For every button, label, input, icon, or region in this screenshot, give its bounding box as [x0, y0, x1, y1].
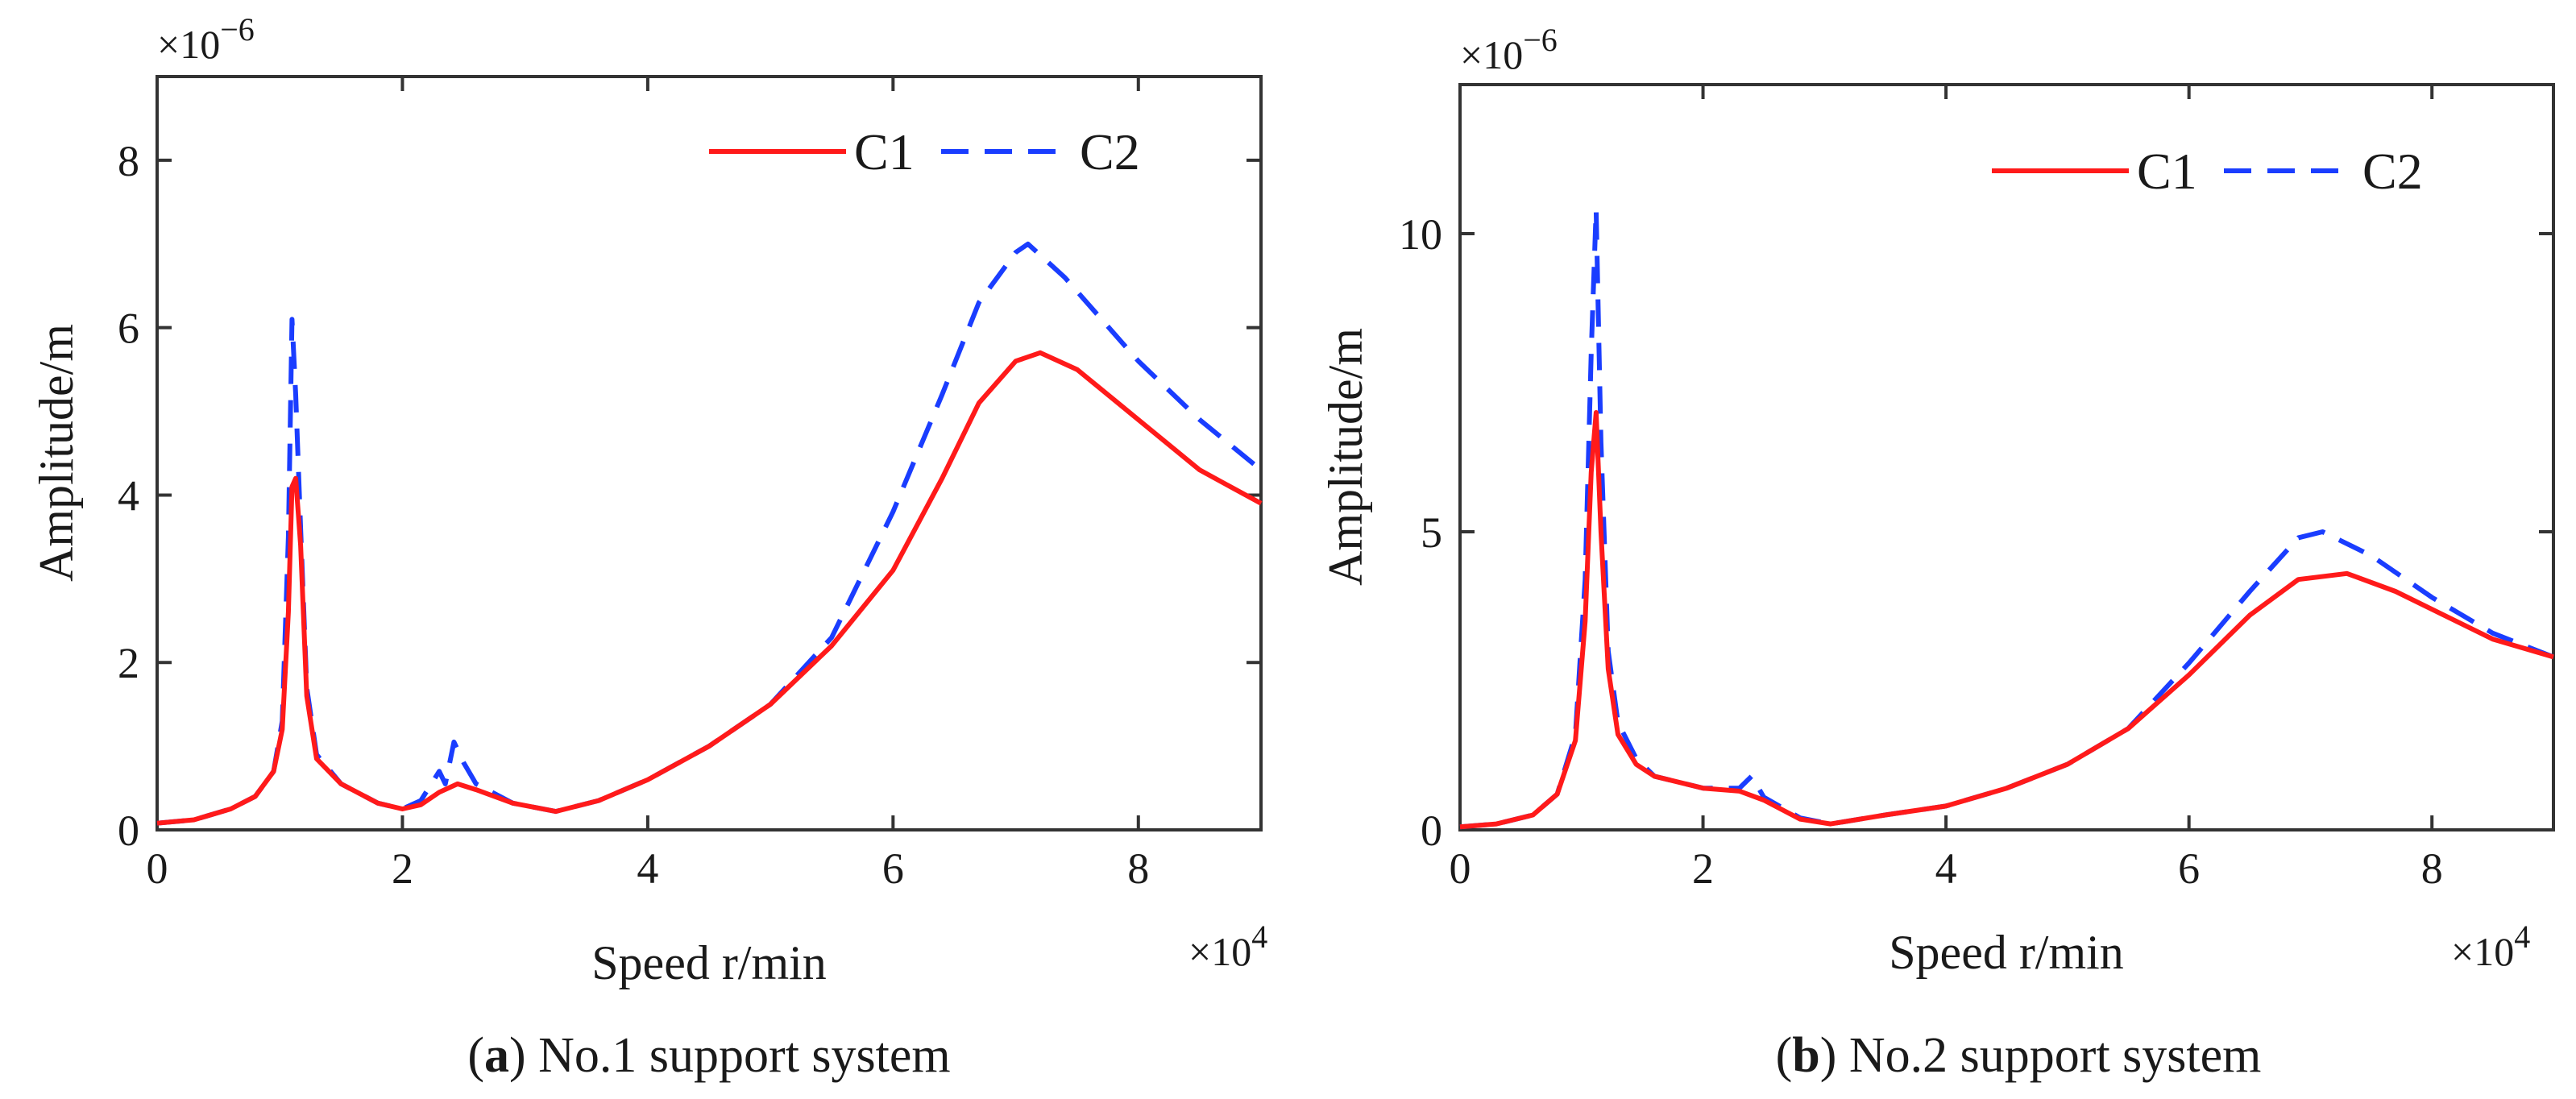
y-tick-label-b-0: 0 — [1421, 807, 1442, 855]
x-multiplier-b: ×104 — [2451, 919, 2530, 975]
y-tick-label-b-2: 10 — [1399, 210, 1442, 259]
caption-b: (b) No.2 support system — [1776, 1028, 2262, 1083]
series-line-c1-b — [1459, 410, 2554, 830]
x-multiplier-a: ×104 — [1188, 919, 1267, 975]
x-tick-label-a-1: 2 — [392, 844, 413, 893]
y-ticks-b: 0 5 10 — [1399, 210, 2553, 855]
y-tick-label-a-0: 0 — [118, 807, 139, 855]
panel-b: 0 5 10 0 2 4 6 8 ×10−6 ×104 Speed r/min Amplit… — [1319, 22, 2555, 1083]
x-tick-label-a-2: 4 — [637, 844, 658, 893]
x-ticks-b: 0 2 4 6 8 — [1450, 85, 2443, 893]
plot-frame-a — [156, 75, 1263, 832]
y-axis-label-b: Amplitude/m — [1319, 328, 1372, 586]
series-line-c2-b — [1459, 207, 2555, 830]
x-tick-label-a-3: 6 — [882, 844, 904, 893]
legend-label-c1-a: C1 — [854, 123, 915, 180]
y-ticks-a: 0 2 4 6 8 — [118, 137, 1261, 855]
caption-a: (a) No.1 support system — [467, 1028, 950, 1083]
y-tick-label-a-3: 6 — [118, 305, 139, 353]
x-axis-label-a: Speed r/min — [591, 936, 827, 989]
x-axis-label-b: Speed r/min — [1889, 926, 2124, 979]
x-tick-label-a-4: 8 — [1127, 844, 1149, 893]
y-multiplier-a: ×10−6 — [157, 11, 255, 68]
y-tick-label-b-1: 5 — [1421, 508, 1442, 557]
series-line-c2-a — [156, 241, 1263, 826]
legend-label-c1-b: C1 — [2137, 143, 2197, 200]
x-tick-label-b-3: 6 — [2178, 844, 2200, 893]
x-tick-label-b-4: 8 — [2421, 844, 2443, 893]
plot-frame-b — [1458, 83, 2555, 832]
y-tick-label-a-1: 2 — [118, 639, 139, 687]
y-tick-label-a-4: 8 — [118, 137, 139, 185]
x-tick-label-a-0: 0 — [147, 844, 168, 893]
x-tick-label-b-0: 0 — [1450, 844, 1471, 893]
x-tick-label-b-1: 2 — [1692, 844, 1714, 893]
series-lines-a — [156, 241, 1263, 826]
legend-label-c2-a: C2 — [1080, 123, 1140, 180]
legend-label-c2-b: C2 — [2362, 143, 2423, 200]
y-tick-label-a-2: 4 — [118, 471, 139, 520]
x-tick-label-b-2: 4 — [1935, 844, 1957, 893]
y-multiplier-b: ×10−6 — [1460, 22, 1558, 78]
panel-a: 0 2 4 6 8 0 2 4 6 8 ×10−6 ×104 Speed r/min Ampli… — [30, 11, 1267, 1084]
series-line-c1-a — [156, 350, 1263, 826]
x-ticks-a: 0 2 4 6 8 — [147, 77, 1149, 893]
y-axis-label-a: Amplitude/m — [30, 324, 83, 582]
legend-b: C1 C2 — [1992, 143, 2423, 200]
legend-a: C1 C2 — [709, 123, 1140, 180]
series-lines-b — [1459, 207, 2555, 830]
